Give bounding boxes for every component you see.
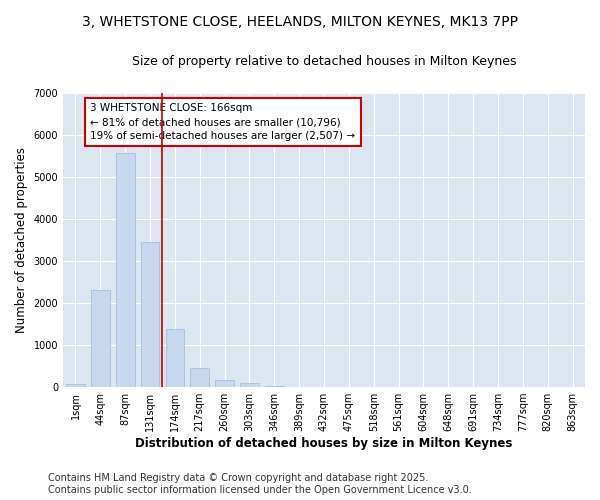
- Bar: [66, 384, 85, 387]
- Bar: [265, 386, 284, 387]
- Bar: [190, 368, 209, 387]
- Bar: [116, 154, 134, 387]
- Text: 3, WHETSTONE CLOSE, HEELANDS, MILTON KEYNES, MK13 7PP: 3, WHETSTONE CLOSE, HEELANDS, MILTON KEY…: [82, 15, 518, 29]
- X-axis label: Distribution of detached houses by size in Milton Keynes: Distribution of detached houses by size …: [136, 437, 513, 450]
- Title: Size of property relative to detached houses in Milton Keynes: Size of property relative to detached ho…: [132, 55, 516, 68]
- Bar: [141, 242, 160, 387]
- Bar: [166, 329, 184, 387]
- Bar: [91, 290, 110, 387]
- Text: Contains HM Land Registry data © Crown copyright and database right 2025.
Contai: Contains HM Land Registry data © Crown c…: [48, 474, 472, 495]
- Text: 3 WHETSTONE CLOSE: 166sqm
← 81% of detached houses are smaller (10,796)
19% of s: 3 WHETSTONE CLOSE: 166sqm ← 81% of detac…: [91, 104, 355, 142]
- Y-axis label: Number of detached properties: Number of detached properties: [15, 147, 28, 333]
- Bar: [215, 380, 234, 387]
- Bar: [240, 383, 259, 387]
